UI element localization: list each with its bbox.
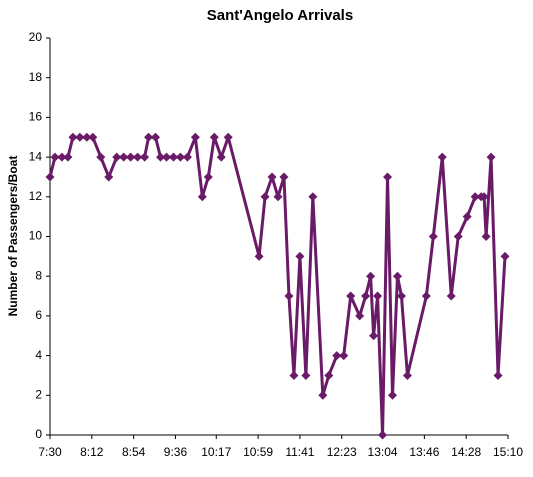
- marker: [68, 132, 78, 142]
- y-tick-label: 18: [29, 70, 43, 84]
- marker: [289, 370, 299, 380]
- y-tick-label: 6: [35, 308, 42, 322]
- marker: [45, 172, 55, 182]
- x-tick-label: 12:23: [327, 445, 357, 459]
- marker: [373, 291, 383, 301]
- marker: [392, 271, 402, 281]
- marker: [383, 172, 393, 182]
- marker: [126, 152, 136, 162]
- y-tick-label: 4: [35, 348, 42, 362]
- y-tick-label: 8: [35, 268, 42, 282]
- marker: [112, 152, 122, 162]
- marker: [402, 370, 412, 380]
- marker: [318, 390, 328, 400]
- marker: [119, 152, 129, 162]
- marker: [481, 232, 491, 241]
- marker: [428, 232, 438, 241]
- marker: [273, 192, 283, 202]
- y-tick-label: 10: [29, 229, 43, 243]
- marker: [63, 152, 73, 162]
- marker: [479, 192, 489, 202]
- marker: [104, 172, 114, 182]
- marker: [161, 152, 171, 162]
- marker: [88, 132, 98, 142]
- marker: [324, 370, 334, 380]
- marker: [75, 132, 85, 142]
- marker: [144, 132, 154, 142]
- marker: [168, 152, 178, 162]
- marker: [453, 232, 463, 241]
- y-axis-label: Number of Passengers/Boat: [6, 156, 20, 317]
- marker: [366, 271, 376, 281]
- marker: [462, 212, 472, 222]
- marker: [493, 370, 503, 380]
- y-tick-label: 0: [35, 427, 42, 441]
- marker: [190, 132, 200, 142]
- marker: [151, 132, 161, 142]
- x-tick-label: 14:28: [451, 445, 481, 459]
- x-tick-label: 13:04: [368, 445, 398, 459]
- marker: [57, 152, 67, 162]
- marker: [140, 152, 150, 162]
- marker: [96, 152, 106, 162]
- x-tick-label: 9:36: [164, 445, 188, 459]
- line: [48, 135, 507, 437]
- marker: [133, 152, 143, 162]
- marker: [295, 251, 305, 261]
- marker: [82, 132, 92, 142]
- marker: [308, 192, 318, 202]
- marker: [216, 152, 226, 162]
- marker: [332, 351, 342, 361]
- marker: [486, 152, 496, 162]
- marker: [267, 172, 277, 182]
- marker: [361, 291, 371, 301]
- marker: [284, 291, 294, 301]
- marker: [203, 172, 213, 182]
- marker: [388, 390, 398, 400]
- y-tick-label: 2: [35, 387, 42, 401]
- marker: [446, 291, 456, 301]
- x-tick-label: 8:12: [80, 445, 104, 459]
- marker: [301, 370, 311, 380]
- y-tick-label: 20: [29, 30, 43, 44]
- marker: [260, 192, 270, 202]
- marker: [437, 152, 447, 162]
- y-tick-label: 14: [29, 149, 43, 163]
- chart-title: Sant'Angelo Arrivals: [207, 7, 353, 24]
- marker: [470, 192, 480, 202]
- x-tick-label: 13:46: [409, 445, 439, 459]
- y-tick-label: 16: [29, 110, 43, 124]
- x-tick-label: 15:10: [493, 445, 523, 459]
- marker: [197, 192, 207, 202]
- y-tick-label: 12: [29, 189, 43, 203]
- marker: [175, 152, 185, 162]
- marker: [254, 251, 264, 261]
- marker: [500, 251, 510, 261]
- x-tick-label: 11:41: [285, 445, 314, 459]
- marker: [223, 132, 233, 142]
- marker: [378, 430, 388, 440]
- marker: [396, 291, 406, 301]
- x-tick-label: 10:17: [201, 445, 231, 459]
- x-tick-label: 8:54: [122, 445, 146, 459]
- marker: [156, 152, 166, 162]
- marker: [209, 132, 219, 142]
- marker: [339, 351, 349, 361]
- x-tick-label: 7:30: [38, 445, 62, 459]
- marker: [421, 291, 431, 301]
- marker: [182, 152, 192, 162]
- marker: [369, 331, 379, 341]
- marker: [355, 311, 365, 321]
- marker: [346, 291, 356, 301]
- x-tick-label: 10:59: [243, 445, 273, 459]
- marker: [50, 152, 60, 162]
- marker: [279, 172, 289, 182]
